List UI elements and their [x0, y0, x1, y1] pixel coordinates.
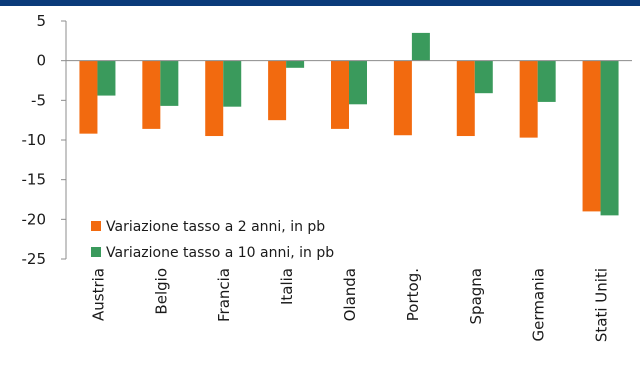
- y-tick-label: 5: [36, 12, 46, 30]
- x-category-label: Portog.: [404, 268, 422, 321]
- x-category-label: Spagna: [467, 268, 485, 324]
- x-axis-categories: Austria Belgio Francia Italia Olanda Portog. S…: [89, 268, 610, 342]
- top-band: [0, 0, 640, 6]
- x-category-label: Stati Uniti: [593, 268, 611, 342]
- bars-group: [79, 32, 619, 216]
- x-category-label: Austria: [89, 268, 107, 321]
- bar-two-year-germania: [519, 60, 538, 138]
- legend-swatch: [91, 221, 101, 231]
- bar-ten-year-stati-uniti: [600, 60, 619, 216]
- bar-ten-year-germania: [537, 60, 556, 102]
- bar-two-year-stati-uniti: [582, 60, 601, 212]
- y-tick-label: -20: [22, 210, 47, 228]
- legend: Variazione tasso a 2 anni, in pb Variazio…: [91, 219, 334, 261]
- bar-two-year-italia: [268, 60, 287, 121]
- y-tick-label: -15: [22, 171, 47, 189]
- bar-ten-year-portog: [411, 32, 430, 61]
- bar-two-year-spagna: [456, 60, 475, 137]
- bar-two-year-portog: [393, 60, 412, 136]
- y-tick-label: -5: [31, 91, 46, 109]
- legend-label: Variazione tasso a 10 anni, in pb: [106, 245, 334, 261]
- bar-ten-year-spagna: [474, 60, 493, 94]
- x-category-label: Olanda: [341, 268, 359, 321]
- x-category-label: Belgio: [152, 268, 170, 315]
- y-axis: 5 0 -5 -10 -15 -20 -25: [22, 12, 632, 268]
- bar-ten-year-francia: [223, 60, 242, 107]
- x-category-label: Francia: [215, 268, 233, 322]
- y-tick-label: -10: [22, 131, 47, 149]
- y-tick-label: 0: [36, 52, 46, 70]
- x-category-label: Italia: [278, 268, 296, 305]
- bar-two-year-belgio: [142, 60, 161, 129]
- bar-two-year-austria: [79, 60, 98, 134]
- bar-ten-year-olanda: [349, 60, 367, 105]
- bar-ten-year-austria: [97, 60, 116, 96]
- legend-label: Variazione tasso a 2 anni, in pb: [106, 219, 325, 235]
- y-tick-label: -25: [22, 250, 47, 268]
- bar-ten-year-italia: [286, 60, 305, 68]
- bar-two-year-olanda: [331, 60, 349, 129]
- bar-ten-year-belgio: [160, 60, 179, 106]
- legend-swatch: [91, 247, 101, 257]
- x-category-label: Germania: [530, 268, 548, 341]
- bar-two-year-francia: [205, 60, 224, 137]
